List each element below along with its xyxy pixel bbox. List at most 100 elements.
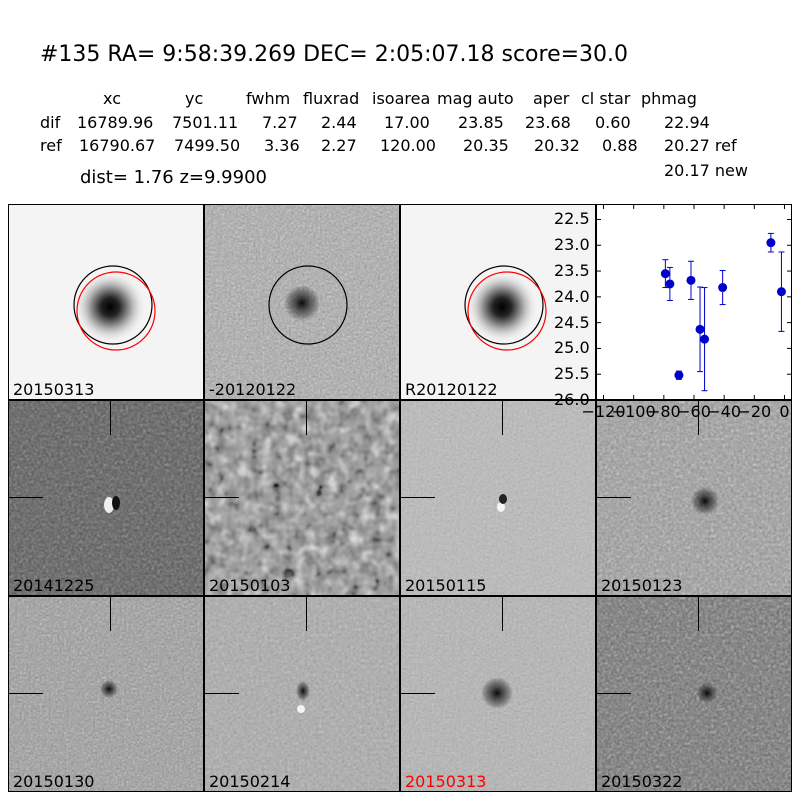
horizontal-marker (205, 497, 239, 498)
vertical-marker (502, 401, 503, 435)
col-header-xc: xc (103, 89, 121, 108)
y-tick-label: 25.5 (554, 364, 590, 384)
vertical-marker (110, 401, 111, 435)
horizontal-marker (9, 693, 43, 694)
horizontal-marker (597, 497, 631, 498)
plot-frame (596, 204, 792, 400)
star-image (401, 205, 595, 399)
stamp-label: 20150123 (601, 576, 683, 595)
dif-aperture-circle (268, 265, 348, 345)
stamp-panel: 20150115 (400, 400, 596, 596)
vertical-marker (698, 401, 699, 435)
stamp-label: 20150322 (601, 772, 683, 791)
data-point (766, 238, 776, 248)
top-panel-new: 20150313 (8, 204, 204, 400)
stamp-panel: 20150103 (204, 400, 400, 596)
star-image (9, 205, 203, 399)
x-tick-label: −120 (581, 402, 626, 421)
ref-aperture-circle (467, 271, 547, 351)
ref-yc: 7499.50 (174, 136, 241, 155)
row-label-dif: dif (40, 113, 61, 132)
x-tick-label: −60 (677, 402, 711, 421)
data-point (695, 324, 705, 334)
col-header-aper: aper (533, 89, 570, 108)
top-panel-ref: R20120122 (400, 204, 596, 400)
horizontal-marker (401, 693, 435, 694)
col-header-yc: yc (185, 89, 204, 108)
y-tick-label: 22.5 (554, 209, 590, 229)
ref-fwhm: 3.36 (264, 136, 300, 155)
dif-aperture-circle (73, 265, 153, 345)
y-tick-label: 26.0 (554, 390, 590, 409)
ref-fluxrad: 2.27 (321, 136, 357, 155)
y-tick-label: 24.5 (554, 312, 590, 332)
col-header-fwhm: fwhm (246, 89, 291, 108)
stamp-label: 20141225 (13, 576, 95, 595)
horizontal-marker (9, 497, 43, 498)
dif-phmag: 22.94 (664, 113, 710, 132)
horizontal-marker (205, 693, 239, 694)
stamp-panel: 20150313 (400, 596, 596, 792)
data-point (776, 287, 786, 297)
horizontal-marker (597, 693, 631, 694)
col-header-cl-star: cl star (581, 89, 631, 108)
noise-image (205, 205, 399, 399)
ref-phmag: 20.27 ref (664, 136, 737, 155)
title: #135 RA= 9:58:39.269 DEC= 2:05:07.18 sco… (40, 42, 629, 67)
light-curve-chart (596, 204, 792, 400)
dist-line: dist= 1.76 z=9.9900 (80, 167, 267, 188)
dif-fwhm: 7.27 (262, 113, 298, 132)
stamp-label: 20150103 (209, 576, 291, 595)
stamp-label: 20150130 (13, 772, 95, 791)
ref-aper: 20.32 (534, 136, 580, 155)
stamp-panel: 20150123 (596, 400, 792, 596)
vertical-marker (306, 597, 307, 631)
dif-xc: 16789.96 (77, 113, 154, 132)
panel-label: 20150313 (13, 380, 95, 399)
data-point (700, 334, 710, 344)
dif-cl-star: 0.60 (595, 113, 631, 132)
row-label-ref: ref (40, 136, 62, 155)
data-point (718, 283, 728, 293)
stamp-label: 20150115 (405, 576, 487, 595)
top-panel-diff: -20120122 (204, 204, 400, 400)
col-header-isoarea: isoarea (372, 89, 431, 108)
stamp-panel: 20150130 (8, 596, 204, 792)
col-header-phmag: phmag (641, 89, 697, 108)
col-header-mag-auto: mag auto (437, 89, 514, 108)
ref-mag-auto: 20.35 (463, 136, 509, 155)
x-tick-label: −20 (737, 402, 772, 421)
vertical-marker (502, 597, 503, 631)
x-tick-label: −40 (707, 402, 742, 421)
ref-xc: 16790.67 (79, 136, 156, 155)
panel-label: -20120122 (209, 380, 297, 399)
horizontal-marker (401, 497, 435, 498)
ref-aperture-circle (76, 271, 156, 351)
dif-aper: 23.68 (525, 113, 571, 132)
new-mag: 20.17 new (664, 161, 748, 180)
x-tick-label: −80 (646, 402, 681, 421)
x-tick-label: −100 (611, 402, 656, 421)
data-point (674, 370, 684, 380)
y-tick-label: 24.0 (554, 286, 590, 306)
dif-aperture-circle (464, 265, 544, 345)
stamp-panel: 20150214 (204, 596, 400, 792)
vertical-marker (110, 597, 111, 631)
y-tick-label: 23.0 (554, 235, 590, 255)
y-tick-label: 25.0 (554, 338, 590, 358)
x-tick-label: 0 (779, 402, 790, 421)
data-point (686, 275, 696, 285)
dif-mag-auto: 23.85 (458, 113, 504, 132)
ref-isoarea: 120.00 (380, 136, 436, 155)
dif-fluxrad: 2.44 (321, 113, 357, 132)
dif-isoarea: 17.00 (384, 113, 430, 132)
ref-cl-star: 0.88 (602, 136, 638, 155)
stamp-label-highlight: 20150313 (405, 772, 487, 791)
panel-label: R20120122 (405, 380, 498, 399)
col-header-fluxrad: fluxrad (303, 89, 360, 108)
vertical-marker (306, 401, 307, 435)
dif-yc: 7501.11 (172, 113, 239, 132)
stamp-panel: 20141225 (8, 400, 204, 596)
y-tick-label: 23.5 (554, 261, 590, 281)
vertical-marker (698, 597, 699, 631)
